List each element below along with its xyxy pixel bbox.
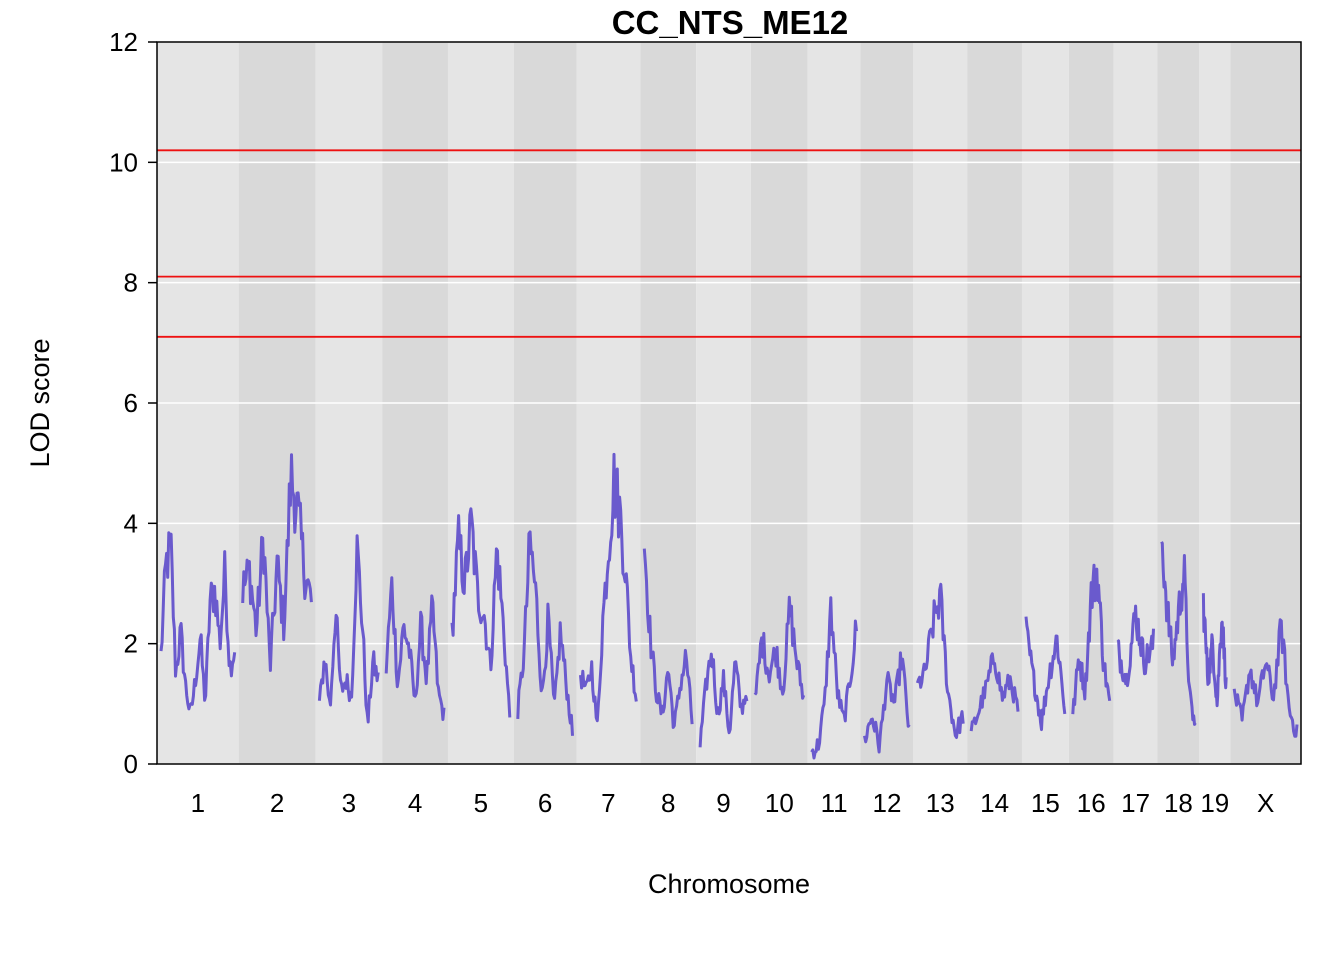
lod-curve-chr-8 xyxy=(642,548,694,729)
lod-curve-chr-18 xyxy=(1160,541,1197,726)
y-tick-label: 8 xyxy=(124,268,138,298)
y-tick-label: 6 xyxy=(124,388,138,418)
x-tick-label: 17 xyxy=(1121,788,1150,818)
lod-curve-chr-2 xyxy=(241,453,313,672)
x-tick-label: 15 xyxy=(1031,788,1060,818)
x-tick-label: 12 xyxy=(872,788,901,818)
x-tick-label: 6 xyxy=(538,788,552,818)
lod-curve-chr-17 xyxy=(1116,604,1155,688)
y-tick-label: 12 xyxy=(109,27,138,57)
lod-curve-chr-3 xyxy=(317,534,380,724)
y-axis: 0 2 4 6 8 10 12 xyxy=(109,27,157,779)
lod-curve-chr-13 xyxy=(915,582,965,739)
x-tick-label: 2 xyxy=(270,788,284,818)
x-tick-label: 3 xyxy=(342,788,356,818)
y-tick-label: 2 xyxy=(124,629,138,659)
y-axis-title: LOD score xyxy=(25,338,55,467)
x-tick-label: 19 xyxy=(1200,788,1229,818)
x-tick-label: 4 xyxy=(408,788,422,818)
threshold-lines xyxy=(157,149,1301,338)
lod-curve-chr-10 xyxy=(753,595,806,700)
lod-curve-chr-12 xyxy=(863,651,911,754)
lod-curve-chr-4 xyxy=(384,576,446,721)
x-tick-label: 11 xyxy=(821,788,848,818)
x-tick-label: X xyxy=(1257,788,1274,818)
chart-title: CC_NTS_ME12 xyxy=(612,4,849,41)
x-tick-label: 13 xyxy=(926,788,955,818)
x-tick-label: 14 xyxy=(980,788,1009,818)
lod-curve-chr-16 xyxy=(1071,563,1112,715)
lod-curve-chr-7 xyxy=(579,452,638,723)
x-tick-label: 1 xyxy=(191,788,205,818)
lod-curve-chr-14 xyxy=(969,652,1020,732)
lod-curve-chr-19 xyxy=(1201,593,1228,708)
lod-curve-chr-5 xyxy=(450,507,512,718)
x-tick-label: 16 xyxy=(1077,788,1106,818)
lod-curve-chr-15 xyxy=(1024,616,1067,732)
lod-curve-chr-X xyxy=(1232,618,1299,738)
y-tick-label: 0 xyxy=(124,749,138,779)
x-tick-label: 7 xyxy=(601,788,615,818)
x-tick-label: 8 xyxy=(661,788,675,818)
x-tick-label: 5 xyxy=(474,788,488,818)
lod-curve-chr-11 xyxy=(810,596,858,760)
x-axis: 1 2 3 4 5 6 7 8 9 10 11 12 13 14 15 16 17 18 19 X xyxy=(191,788,1275,818)
x-tick-label: 18 xyxy=(1164,788,1193,818)
y-tick-label: 10 xyxy=(109,147,138,177)
x-axis-title: Chromosome xyxy=(648,869,810,899)
x-tick-label: 9 xyxy=(716,788,730,818)
x-tick-label: 10 xyxy=(765,788,794,818)
lod-curve-chr-1 xyxy=(159,531,237,711)
lod-curve xyxy=(159,452,1299,760)
lod-curve-chr-9 xyxy=(698,652,749,748)
lod-curve-chr-6 xyxy=(516,530,574,736)
y-tick-label: 4 xyxy=(124,508,138,538)
